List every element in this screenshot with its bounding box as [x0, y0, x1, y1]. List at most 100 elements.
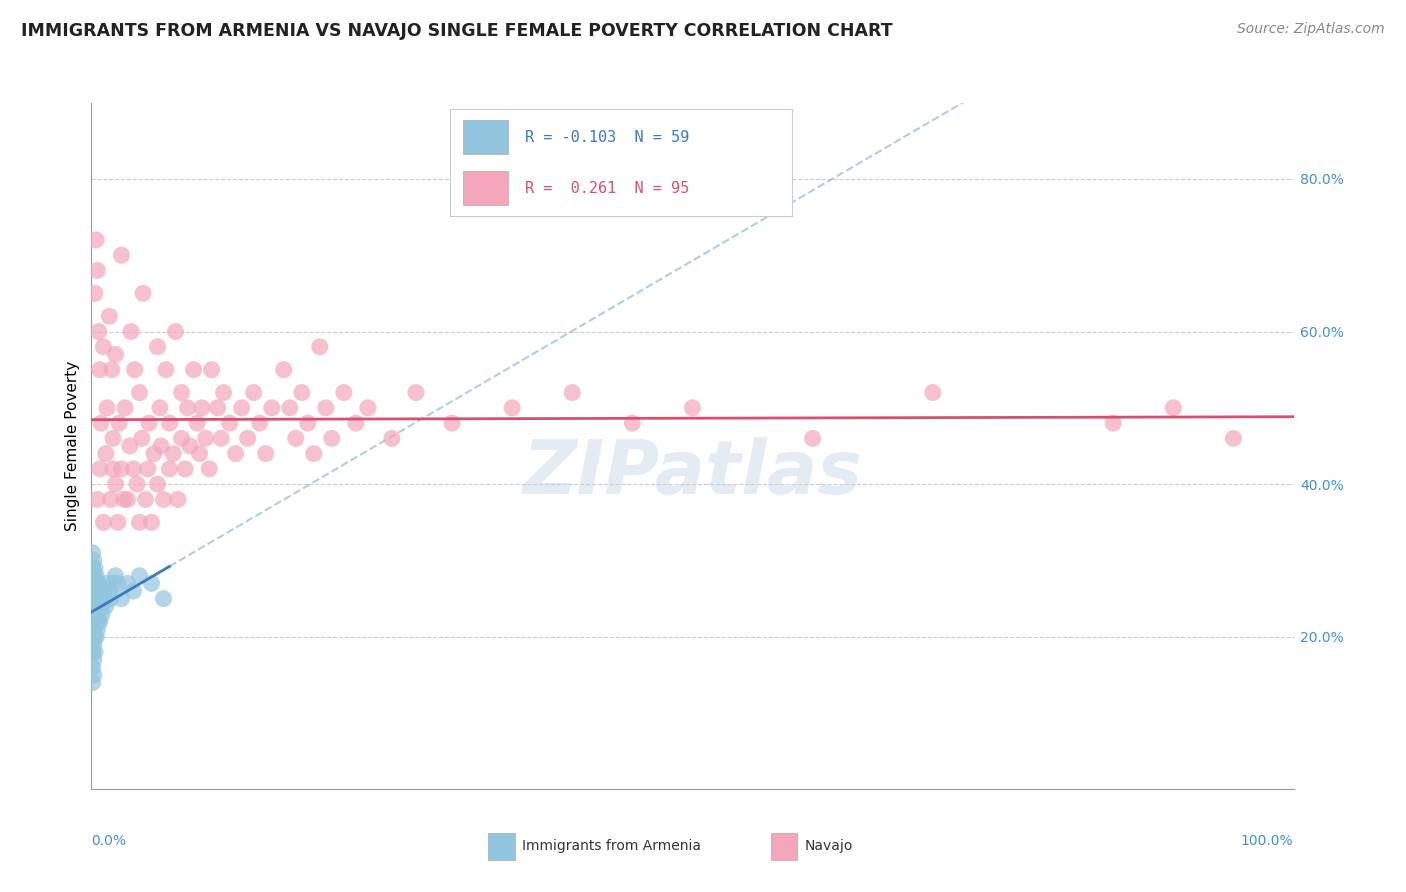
Point — [142, 447, 165, 461]
Point — [89, 615, 111, 629]
Point — [83, 591, 105, 606]
Point — [94, 599, 117, 614]
Point — [118, 439, 141, 453]
Point — [91, 591, 114, 606]
Point — [86, 576, 108, 591]
Point — [801, 431, 824, 445]
Point — [104, 477, 127, 491]
Point — [90, 584, 112, 599]
Text: 0.0%: 0.0% — [91, 834, 127, 848]
Point — [146, 340, 169, 354]
Point — [91, 607, 114, 621]
Point — [87, 591, 110, 606]
Text: Source: ZipAtlas.com: Source: ZipAtlas.com — [1237, 22, 1385, 37]
Point — [82, 546, 104, 560]
Point — [162, 447, 184, 461]
Point — [291, 385, 314, 400]
Point — [84, 576, 107, 591]
Point — [242, 385, 264, 400]
Point — [96, 576, 118, 591]
Point — [198, 462, 221, 476]
Point — [134, 492, 156, 507]
Point — [94, 447, 117, 461]
Point — [278, 401, 301, 415]
Point — [107, 576, 129, 591]
Point — [89, 599, 111, 614]
Point — [122, 584, 145, 599]
Point — [128, 568, 150, 582]
Point — [89, 584, 111, 599]
Point — [93, 516, 115, 530]
Point — [101, 431, 124, 445]
Point — [86, 591, 108, 606]
Point — [150, 439, 173, 453]
Point — [84, 615, 107, 629]
Point — [104, 568, 127, 582]
Point — [84, 286, 107, 301]
Point — [122, 462, 145, 476]
Point — [212, 385, 235, 400]
Point — [84, 561, 107, 575]
Point — [84, 599, 107, 614]
Point — [179, 439, 201, 453]
Point — [273, 362, 295, 376]
Point — [186, 416, 208, 430]
Point — [146, 477, 169, 491]
Point — [89, 462, 111, 476]
Point — [82, 561, 104, 575]
Point — [87, 576, 110, 591]
Point — [333, 385, 356, 400]
Point — [155, 362, 177, 376]
Point — [125, 477, 148, 491]
Point — [201, 362, 224, 376]
Point — [681, 401, 703, 415]
Point — [174, 462, 197, 476]
Point — [117, 576, 139, 591]
Point — [93, 591, 115, 606]
Text: Navajo: Navajo — [804, 839, 852, 854]
Point — [107, 516, 129, 530]
Point — [86, 492, 108, 507]
Text: Immigrants from Armenia: Immigrants from Armenia — [522, 839, 700, 854]
Point — [1102, 416, 1125, 430]
Point — [297, 416, 319, 430]
Point — [120, 325, 142, 339]
Bar — [488, 833, 515, 860]
Point — [1222, 431, 1244, 445]
Point — [236, 431, 259, 445]
Y-axis label: Single Female Poverty: Single Female Poverty — [65, 361, 80, 531]
Point — [84, 615, 107, 629]
Point — [89, 362, 111, 376]
Point — [93, 340, 115, 354]
Point — [302, 447, 325, 461]
Point — [82, 599, 104, 614]
Point — [101, 462, 124, 476]
Point — [84, 599, 107, 614]
Point — [96, 401, 118, 415]
Point — [167, 492, 190, 507]
Point — [101, 362, 124, 376]
Point — [152, 492, 174, 507]
Point — [170, 385, 193, 400]
Point — [100, 591, 122, 606]
Point — [110, 248, 132, 262]
Point — [176, 401, 198, 415]
Point — [83, 653, 105, 667]
Point — [98, 310, 121, 324]
Point — [84, 233, 107, 247]
Point — [82, 675, 104, 690]
Point — [191, 401, 214, 415]
Point — [159, 416, 181, 430]
Point — [83, 553, 105, 567]
Point — [621, 416, 644, 430]
Point — [84, 568, 107, 582]
Point — [131, 431, 153, 445]
Point — [152, 591, 174, 606]
Point — [405, 385, 427, 400]
Point — [86, 622, 108, 636]
Point — [183, 362, 205, 376]
Point — [149, 401, 172, 415]
Point — [86, 607, 108, 621]
Point — [136, 462, 159, 476]
Point — [108, 416, 131, 430]
